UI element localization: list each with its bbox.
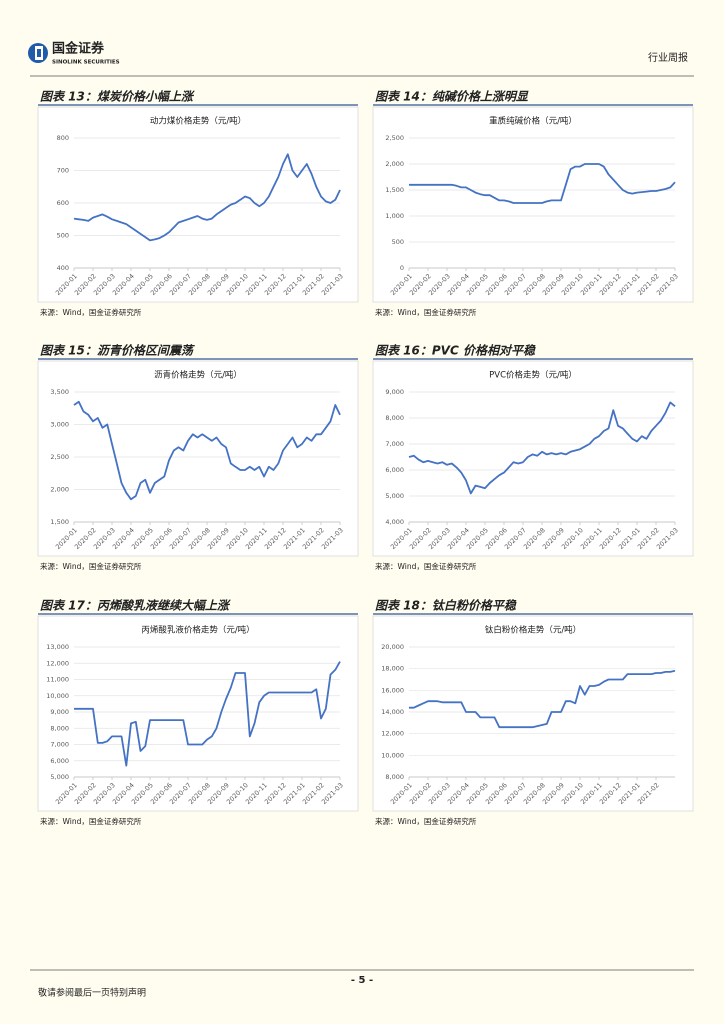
source: 来源：Wind，国金证券研究所 (40, 307, 142, 317)
chart-title: 沥青价格走势（元/吨） (154, 370, 242, 381)
source: 来源：Wind，国金证券研究所 (375, 816, 477, 826)
figure-title: 图表 15：沥青价格区间震荡 (40, 344, 195, 358)
y-tick-label: 7,000 (50, 741, 69, 749)
y-tick-label: 5,000 (385, 492, 404, 500)
y-tick-label: 6,000 (50, 757, 69, 765)
y-tick-label: 8,000 (385, 414, 404, 422)
y-tick-label: 12,000 (381, 730, 404, 738)
y-tick-label: 3,000 (50, 421, 69, 429)
price-line (74, 661, 341, 767)
y-tick-label: 2,500 (50, 453, 69, 461)
y-tick-label: 2,000 (385, 160, 404, 168)
y-tick-label: 1,000 (385, 212, 404, 220)
price-line (408, 401, 676, 495)
y-tick-label: 13,000 (46, 643, 69, 651)
y-tick-label: 400 (57, 264, 69, 272)
disclaimer: 敬请参阅最后一页特别声明 (38, 987, 146, 999)
y-tick-label: 20,000 (381, 643, 404, 651)
y-tick-label: 6,000 (385, 466, 404, 474)
figure-title: 图表 14：纯碱价格上涨明显 (375, 90, 529, 104)
logo-name: 国金证券 (52, 41, 105, 57)
y-tick-label: 7,000 (385, 440, 404, 448)
y-tick-label: 10,000 (46, 692, 69, 700)
y-tick-label: 8,000 (385, 773, 404, 781)
chart-box (372, 615, 694, 812)
y-tick-label: 700 (57, 167, 69, 175)
logo (28, 43, 48, 63)
y-tick-label: 9,000 (50, 708, 69, 716)
report-type: 行业周报 (648, 51, 688, 64)
y-tick-label: 8,000 (50, 724, 69, 732)
chart-title: 钛白粉价格走势（元/吨） (485, 625, 581, 636)
chart-box (372, 106, 694, 303)
y-tick-label: 0 (400, 264, 404, 272)
y-tick-label: 5,000 (50, 773, 69, 781)
price-line (409, 669, 676, 729)
source: 来源：Wind，国金证券研究所 (375, 561, 477, 571)
y-tick-label: 2,500 (385, 134, 404, 142)
chart-title: 重质纯碱价格（元/吨） (489, 116, 577, 127)
figure-title: 图表 13：煤炭价格小幅上涨 (40, 90, 195, 104)
y-tick-label: 10,000 (381, 751, 404, 759)
logo-icon-core (37, 49, 41, 57)
y-tick-label: 18,000 (381, 665, 404, 673)
chart-box (37, 615, 359, 812)
figure-title: 图表 18：钛白粉价格平稳 (375, 599, 517, 613)
source: 来源：Wind，国金证券研究所 (375, 307, 477, 317)
y-tick-label: 500 (392, 238, 404, 246)
y-tick-label: 12,000 (46, 659, 69, 667)
source: 来源：Wind，国金证券研究所 (40, 816, 142, 826)
price-line (73, 400, 341, 501)
y-tick-label: 11,000 (46, 676, 69, 684)
price-line (409, 163, 676, 204)
figure-title: 图表 17：丙烯酸乳液继续大幅上涨 (40, 599, 231, 613)
chart-box (37, 106, 359, 303)
y-tick-label: 500 (57, 232, 69, 240)
y-tick-label: 9,000 (385, 388, 404, 396)
figure-title: 图表 16：PVC 价格相对平稳 (375, 344, 536, 358)
page-number: - 5 - (351, 975, 373, 986)
price-line (73, 153, 341, 242)
y-tick-label: 600 (57, 199, 69, 207)
y-tick-label: 1,500 (50, 518, 69, 526)
y-tick-label: 16,000 (381, 686, 404, 694)
chart-title: 动力煤价格走势（元/吨） (150, 116, 246, 127)
y-tick-label: 3,500 (50, 388, 69, 396)
chart-title: PVC价格走势（元/吨） (489, 370, 577, 381)
y-tick-label: 800 (57, 134, 69, 142)
y-tick-label: 2,000 (50, 486, 69, 494)
chart-box (37, 360, 359, 557)
logo-english: SINOLINK SECURITIES (52, 60, 120, 66)
source: 来源：Wind，国金证券研究所 (40, 561, 142, 571)
y-tick-label: 14,000 (381, 708, 404, 716)
y-tick-label: 1,500 (385, 186, 404, 194)
chart-title: 丙烯酸乳液价格走势（元/吨） (141, 625, 254, 636)
chart-box (372, 360, 694, 557)
y-tick-label: 4,000 (385, 518, 404, 526)
